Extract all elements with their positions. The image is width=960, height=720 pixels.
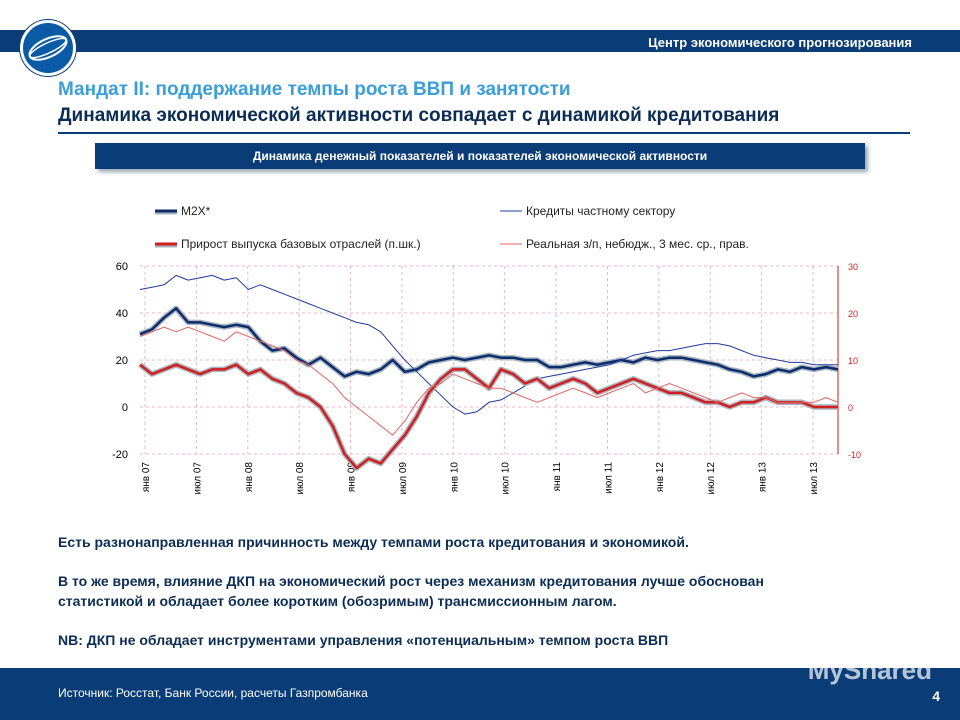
x-tick-label: янв 11 xyxy=(552,462,563,492)
x-tick-label: янв 07 xyxy=(141,462,152,493)
x-tick-label: июл 12 xyxy=(706,462,717,495)
x-tick-label: июл 13 xyxy=(809,462,820,495)
paragraph-nb: NB: ДКП не обладает инструментами управл… xyxy=(58,632,669,648)
x-tick-label: янв 12 xyxy=(655,462,666,493)
right-tick-label: 20 xyxy=(848,309,858,319)
right-tick-label: 0 xyxy=(848,403,853,413)
legend-label: M2X* xyxy=(181,204,211,218)
top-band xyxy=(0,30,960,52)
left-tick-label: 0 xyxy=(122,402,128,414)
legend-label: Прирост выпуска базовых отраслей (п.шк.) xyxy=(181,237,421,251)
left-tick-label: 40 xyxy=(116,308,128,320)
center-title: Центр экономического прогнозирования xyxy=(648,35,912,50)
paragraph-1: Есть разнонаправленная причинность между… xyxy=(58,534,689,550)
right-tick-label: 10 xyxy=(848,356,858,366)
series-shadow xyxy=(138,361,838,471)
legend-label: Реальная з/п, небюдж., 3 мес. ср., прав. xyxy=(526,237,749,251)
footer-bar xyxy=(0,668,960,720)
page-number: 4 xyxy=(932,688,940,704)
chart-banner: Динамика денежный показателей и показате… xyxy=(95,143,865,169)
x-tick-label: июл 07 xyxy=(192,462,203,495)
x-tick-label: июл 08 xyxy=(295,462,306,495)
x-tick-label: янв 10 xyxy=(449,462,460,493)
top-bar: Центр экономического прогнозирования xyxy=(0,0,960,76)
series-shadow xyxy=(138,305,839,380)
x-tick-label: июл 10 xyxy=(501,462,512,495)
x-tick-label: июл 09 xyxy=(398,462,409,495)
gazprombank-logo xyxy=(20,20,76,76)
right-tick-label: -10 xyxy=(848,450,861,460)
series-line-2 xyxy=(139,363,838,470)
source-note: Источник: Росстат, Банк России, расчеты … xyxy=(58,686,368,700)
left-tick-label: 60 xyxy=(116,261,128,273)
mandate-title: Мандат II: поддержание темпы роста ВВП и… xyxy=(58,79,571,100)
paragraph-2a: В то же время, влияние ДКП на экономичес… xyxy=(58,573,764,589)
legend-label: Кредиты частному сектору xyxy=(526,204,675,218)
right-tick-label: 30 xyxy=(848,262,858,272)
watermark: MyShared xyxy=(807,655,932,685)
series-line-1 xyxy=(139,274,838,415)
x-tick-label: янв 09 xyxy=(347,462,358,493)
slide-subtitle: Динамика экономической активности совпад… xyxy=(58,105,780,126)
x-tick-label: янв 13 xyxy=(758,462,769,493)
paragraph-2b: статистикой и обладает более коротким (о… xyxy=(58,593,617,609)
x-tick-label: янв 08 xyxy=(244,462,255,493)
series-line-3 xyxy=(139,326,839,436)
line-chart: 60 30 40 20 20 10 0 0 -20 -10 янв 07 июл 07 янв 08 ию… xyxy=(112,204,861,495)
title-divider xyxy=(58,132,910,134)
x-tick-label: июл 11 xyxy=(603,462,614,494)
left-tick-label: -20 xyxy=(112,449,128,461)
left-tick-label: 20 xyxy=(116,355,128,367)
series-line-0 xyxy=(139,307,839,378)
